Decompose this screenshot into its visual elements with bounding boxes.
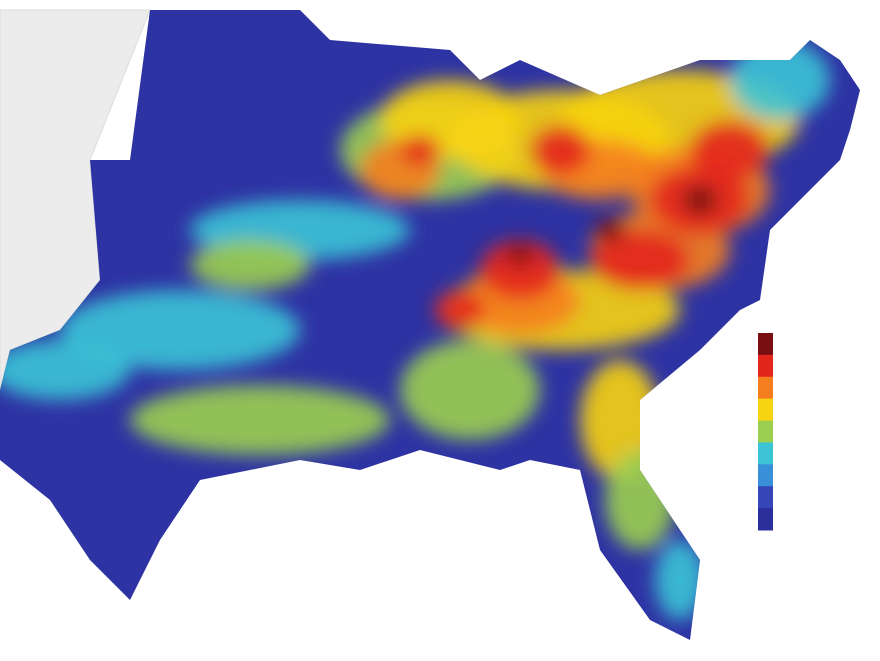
legend-swatch	[758, 486, 773, 509]
legend-swatch	[758, 398, 773, 422]
intensity-patch	[400, 135, 440, 165]
color-legend	[758, 333, 773, 531]
intensity-patch	[605, 450, 675, 550]
intensity-patch	[590, 230, 690, 290]
intensity-patch	[530, 125, 590, 175]
intensity-patch	[730, 40, 830, 120]
intensity-patch	[655, 540, 705, 620]
legend-swatch	[758, 420, 773, 443]
intensity-patch	[130, 385, 390, 455]
legend-swatch	[758, 442, 773, 465]
intensity-patch	[0, 340, 130, 400]
intensity-patch	[435, 290, 485, 330]
legend-swatch	[758, 508, 773, 531]
legend-swatch	[758, 464, 773, 487]
intensity-patch	[690, 120, 770, 180]
legend-swatch	[758, 354, 773, 378]
intensity-patch	[595, 218, 625, 242]
intensity-patch	[400, 340, 540, 440]
intensity-patch	[190, 240, 310, 290]
legend-swatch	[758, 333, 773, 356]
intensity-patch	[60, 290, 300, 370]
intensity-layer	[0, 40, 830, 620]
intensity-patch	[508, 243, 532, 267]
intensity-patch	[480, 240, 560, 300]
legend-swatch	[758, 376, 773, 400]
intensity-patch	[682, 185, 718, 215]
